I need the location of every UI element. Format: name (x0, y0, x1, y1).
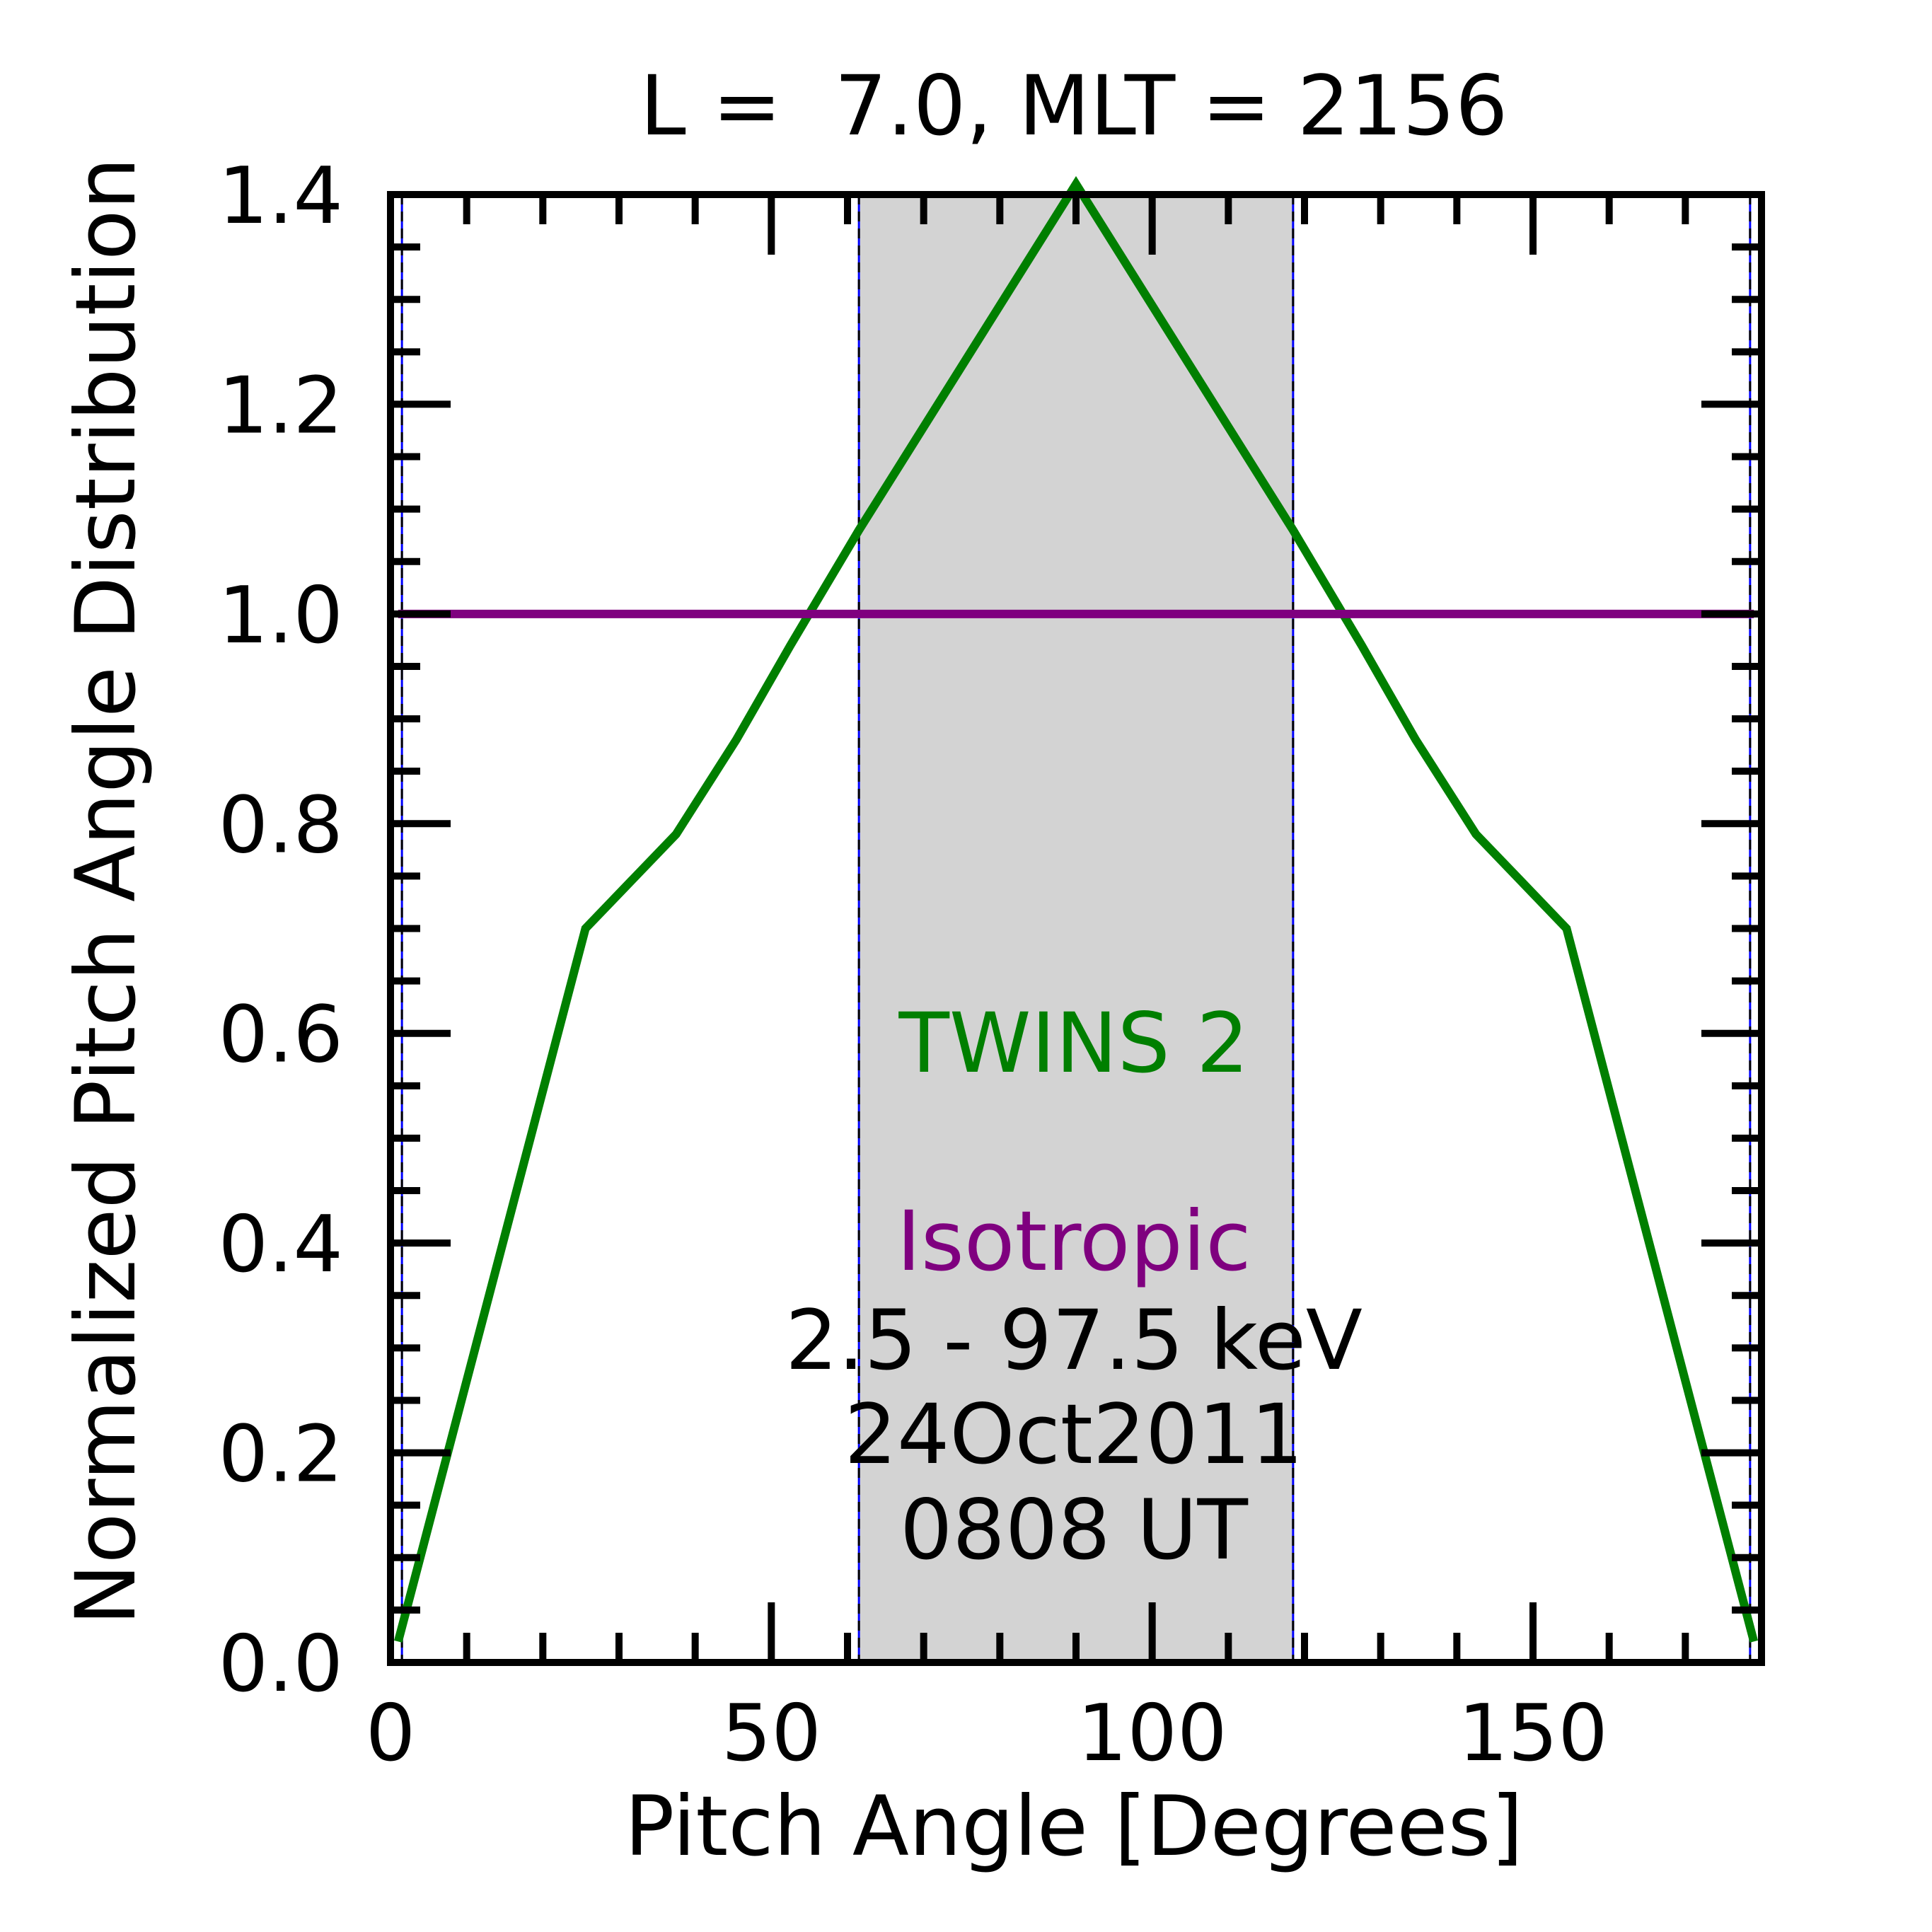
shaded-region (859, 195, 1293, 1662)
time-label: 0808 UT (900, 1481, 1249, 1578)
series-label-twins2: TWINS 2 (898, 995, 1249, 1092)
x-axis-label: Pitch Angle [Degrees] (625, 1778, 1523, 1875)
chart-title: L = 7.0, MLT = 2156 (640, 57, 1508, 154)
y-tick-label: 0.6 (218, 990, 343, 1081)
energy-range-label: 2.5 - 97.5 keV (785, 1292, 1363, 1389)
y-axis-label: Normalized Pitch Angle Distribution (57, 157, 154, 1625)
x-tick-label: 150 (1458, 1688, 1608, 1779)
y-tick-label: 0.4 (218, 1199, 343, 1290)
y-tick-label: 1.2 (218, 360, 343, 451)
x-tick-label: 0 (366, 1688, 416, 1779)
y-tick-label: 0.2 (218, 1409, 343, 1500)
x-tick-label: 50 (722, 1688, 821, 1779)
y-tick-label: 0.0 (218, 1619, 343, 1710)
series-line-twins-2 (393, 175, 1759, 1643)
y-tick-label: 1.0 (218, 570, 343, 661)
y-tick-label: 1.4 (218, 151, 343, 242)
date-label: 24Oct2011 (845, 1386, 1304, 1483)
series-label-isotropic: Isotropic (896, 1193, 1251, 1290)
y-tick-label: 0.8 (218, 780, 343, 871)
x-tick-label: 100 (1077, 1688, 1227, 1779)
plot-frame (387, 191, 1765, 1666)
plot-area (387, 175, 1765, 1666)
